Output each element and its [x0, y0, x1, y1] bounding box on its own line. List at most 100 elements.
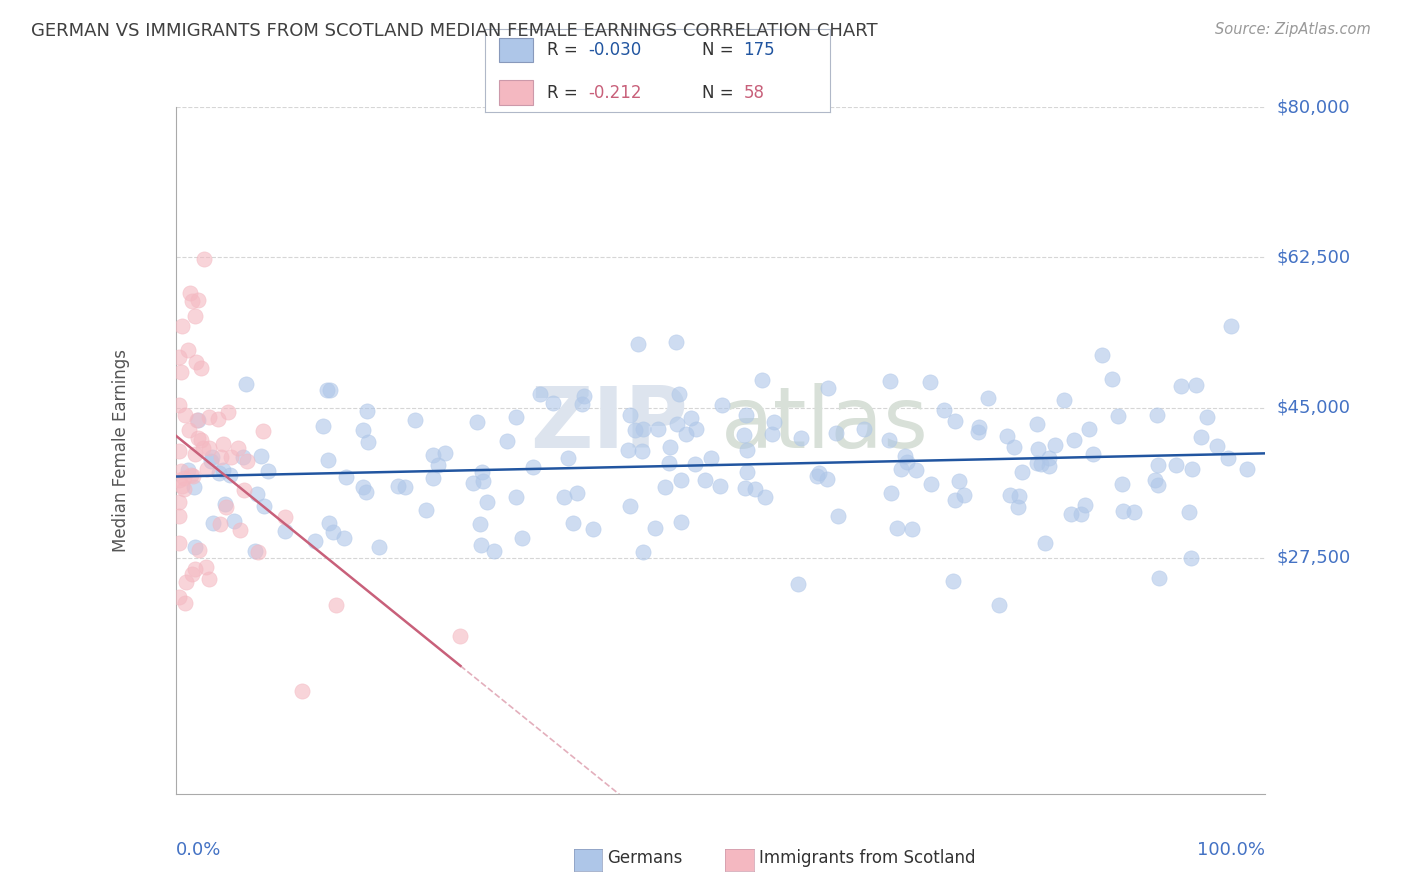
Point [853, 422, 876, 436]
Point [1033, 535, 1056, 549]
Point [1074, 498, 1097, 512]
Point [468, 516, 491, 531]
Point [806, 469, 828, 483]
Text: ZIP: ZIP [530, 384, 688, 467]
Point [356, 485, 378, 500]
Point [186, 413, 208, 427]
Point [567, 485, 589, 500]
Point [918, 375, 941, 389]
Point [217, 405, 239, 419]
Point [582, 522, 605, 536]
Point [465, 415, 488, 429]
Point [1147, 478, 1170, 492]
Point [789, 432, 811, 446]
Point [967, 425, 990, 439]
Point [319, 383, 342, 397]
Point [543, 396, 565, 410]
Point [422, 471, 444, 485]
Point [808, 466, 831, 480]
Point [1108, 409, 1130, 424]
Point [433, 445, 456, 459]
Point [734, 481, 756, 495]
Point [1078, 422, 1101, 436]
Text: 0.0%: 0.0% [176, 841, 221, 859]
FancyBboxPatch shape [499, 37, 533, 62]
Point [226, 442, 249, 456]
Point [209, 450, 232, 464]
Point [484, 544, 506, 558]
Point [235, 377, 257, 392]
Point [644, 520, 666, 534]
Point [195, 462, 218, 476]
Point [505, 409, 527, 424]
Point [174, 596, 197, 610]
Point [659, 440, 682, 454]
Text: Source: ZipAtlas.com: Source: ZipAtlas.com [1215, 22, 1371, 37]
Point [187, 413, 209, 427]
Point [470, 538, 492, 552]
Point [1236, 462, 1258, 476]
Point [198, 409, 221, 424]
Point [404, 412, 426, 426]
Point [394, 480, 416, 494]
Point [510, 531, 533, 545]
Point [304, 533, 326, 548]
Point [894, 450, 917, 464]
Point [1111, 476, 1133, 491]
Point [1185, 378, 1208, 392]
Point [174, 574, 197, 589]
Point [631, 443, 654, 458]
Point [249, 450, 271, 464]
Point [252, 499, 274, 513]
Point [167, 495, 190, 509]
Point [1195, 409, 1218, 424]
Point [557, 451, 579, 466]
Point [233, 483, 256, 497]
Point [208, 466, 231, 480]
Point [761, 426, 783, 441]
Point [920, 477, 942, 491]
Point [229, 524, 252, 538]
Point [315, 383, 337, 397]
Point [183, 561, 205, 575]
Point [1026, 442, 1049, 456]
Point [1178, 505, 1201, 519]
Text: Median Female Earnings: Median Female Earnings [112, 349, 131, 552]
Point [167, 590, 190, 604]
Point [647, 421, 669, 435]
Point [675, 427, 697, 442]
Text: N =: N = [702, 41, 734, 59]
Point [997, 429, 1019, 443]
Point [877, 434, 900, 448]
Point [1170, 379, 1192, 393]
Point [1011, 465, 1033, 479]
Point [415, 503, 437, 517]
Point [886, 521, 908, 535]
Point [257, 464, 280, 478]
Point [477, 495, 499, 509]
Point [291, 683, 314, 698]
Point [1038, 451, 1060, 466]
Point [184, 309, 207, 323]
Point [709, 479, 731, 493]
Point [987, 598, 1010, 612]
Point [695, 473, 717, 487]
Point [624, 423, 647, 437]
Point [744, 483, 766, 497]
Point [322, 525, 344, 540]
Point [214, 497, 236, 511]
Point [735, 465, 758, 479]
Point [668, 387, 690, 401]
Point [274, 524, 297, 538]
Point [665, 417, 688, 431]
Point [318, 516, 340, 531]
Point [368, 541, 391, 555]
Point [219, 450, 242, 464]
Point [1220, 319, 1243, 334]
Point [751, 373, 773, 387]
Point [1060, 508, 1083, 522]
Point [167, 399, 190, 413]
Point [1180, 551, 1202, 566]
Text: R =: R = [547, 84, 578, 102]
Point [207, 412, 229, 426]
